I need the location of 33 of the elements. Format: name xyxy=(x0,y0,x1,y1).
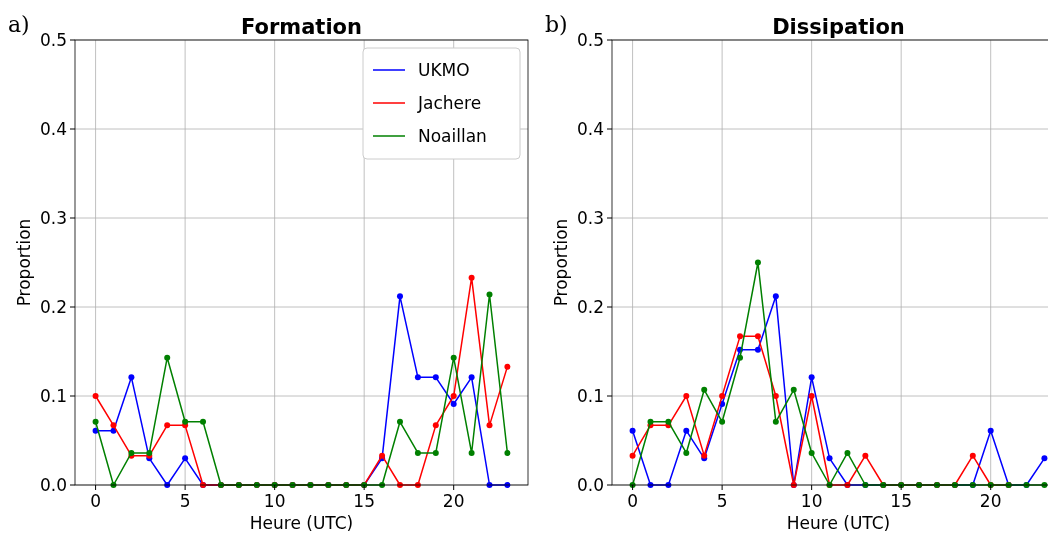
chart-title: Dissipation xyxy=(772,15,905,39)
x-tick-label: 15 xyxy=(890,491,912,511)
y-tick-label: 0.0 xyxy=(576,475,604,495)
x-tick-label: 20 xyxy=(442,491,465,511)
y-tick-label: 0.4 xyxy=(39,119,67,139)
y-tick-label: 0.0 xyxy=(39,475,67,495)
y-tick-label: 0.1 xyxy=(576,386,604,406)
y-tick-label: 0.2 xyxy=(39,297,67,317)
x-tick-label: 10 xyxy=(800,491,823,511)
x-tick-label: 0 xyxy=(90,491,101,511)
y-tick-label: 0.3 xyxy=(576,208,604,228)
x-tick-label: 10 xyxy=(263,491,286,511)
legend-label: Noaillan xyxy=(418,126,487,146)
x-tick-label: 15 xyxy=(353,491,375,511)
x-tick-label: 0 xyxy=(627,491,638,511)
text: a) xyxy=(8,12,30,37)
y-tick-label: 0.4 xyxy=(576,119,604,139)
x-tick-label: 5 xyxy=(179,491,191,511)
legend-label: UKMO xyxy=(418,60,470,80)
legend-label: Jachere xyxy=(417,93,482,113)
y-tick-label: 0.3 xyxy=(39,208,67,228)
y-tick-label: 0.2 xyxy=(576,297,604,317)
y-axis-title: Proportion xyxy=(551,218,571,307)
y-tick-label: 0.5 xyxy=(39,30,67,50)
text: b) xyxy=(545,12,568,37)
x-axis-title: Heure (UTC) xyxy=(786,513,891,533)
x-axis-title: Heure (UTC) xyxy=(249,513,354,533)
y-tick-label: 0.5 xyxy=(576,30,604,50)
x-tick-label: 5 xyxy=(716,491,728,511)
y-axis-title: Proportion xyxy=(14,218,34,307)
y-tick-label: 0.1 xyxy=(39,386,67,406)
x-tick-label: 20 xyxy=(979,491,1002,511)
chart-title: Formation xyxy=(241,15,362,39)
